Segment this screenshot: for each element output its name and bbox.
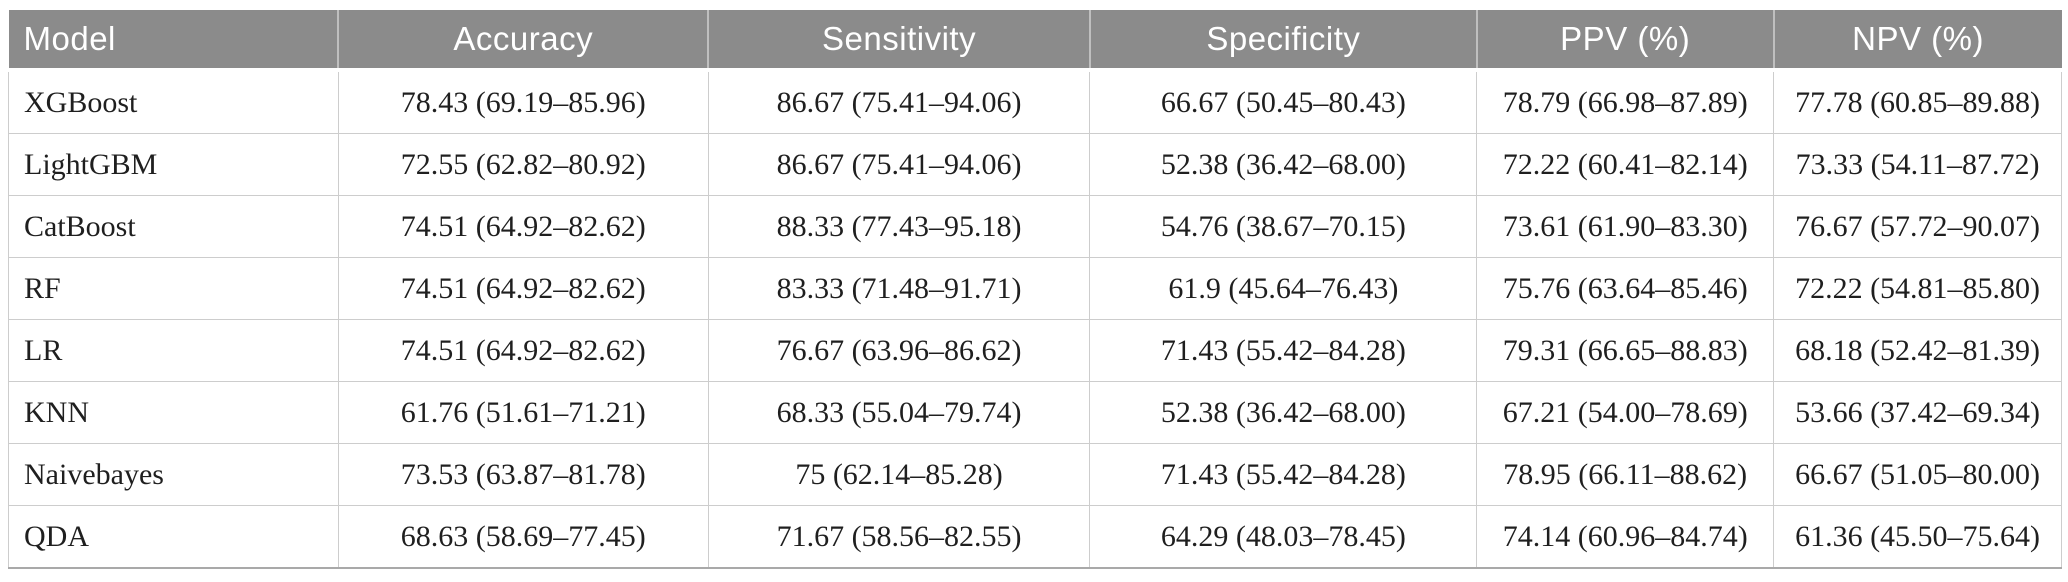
cell-model: KNN [8, 381, 339, 444]
cell-ppv: 78.79 (66.98–87.89) [1476, 69, 1775, 134]
table-row: CatBoost 74.51 (64.92–82.62) 88.33 (77.4… [8, 195, 2062, 258]
cell-model: QDA [8, 505, 339, 569]
column-header-model: Model [8, 10, 339, 72]
cell-sensitivity: 86.67 (75.41–94.06) [707, 69, 1091, 134]
cell-sensitivity: 68.33 (55.04–79.74) [707, 381, 1091, 444]
cell-specificity: 54.76 (38.67–70.15) [1089, 195, 1478, 258]
cell-model: XGBoost [8, 69, 339, 134]
cell-ppv: 75.76 (63.64–85.46) [1476, 257, 1775, 320]
header-row: Model Accuracy Sensitivity Specificity P… [8, 10, 2062, 72]
cell-specificity: 71.43 (55.42–84.28) [1089, 319, 1478, 382]
cell-ppv: 79.31 (66.65–88.83) [1476, 319, 1775, 382]
cell-npv: 66.67 (51.05–80.00) [1773, 443, 2062, 506]
column-header-sensitivity: Sensitivity [707, 10, 1090, 72]
column-header-ppv: PPV (%) [1475, 10, 1774, 72]
cell-npv: 72.22 (54.81–85.80) [1773, 257, 2062, 320]
cell-sensitivity: 88.33 (77.43–95.18) [707, 195, 1091, 258]
cell-accuracy: 74.51 (64.92–82.62) [337, 257, 709, 320]
cell-accuracy: 78.43 (69.19–85.96) [337, 69, 709, 134]
cell-sensitivity: 86.67 (75.41–94.06) [707, 133, 1091, 196]
cell-model: LightGBM [8, 133, 339, 196]
cell-model: RF [8, 257, 339, 320]
table-row: QDA 68.63 (58.69–77.45) 71.67 (58.56–82.… [8, 505, 2062, 569]
cell-specificity: 66.67 (50.45–80.43) [1089, 69, 1478, 134]
cell-sensitivity: 71.67 (58.56–82.55) [707, 505, 1091, 569]
table-row: LightGBM 72.55 (62.82–80.92) 86.67 (75.4… [8, 133, 2062, 196]
cell-specificity: 71.43 (55.42–84.28) [1089, 443, 1478, 506]
column-header-npv: NPV (%) [1772, 10, 2062, 72]
cell-specificity: 52.38 (36.42–68.00) [1089, 133, 1478, 196]
cell-model: CatBoost [8, 195, 339, 258]
table-row: RF 74.51 (64.92–82.62) 83.33 (71.48–91.7… [8, 257, 2062, 320]
cell-accuracy: 61.76 (51.61–71.21) [337, 381, 709, 444]
table-row: Naivebayes 73.53 (63.87–81.78) 75 (62.14… [8, 443, 2062, 506]
cell-ppv: 73.61 (61.90–83.30) [1476, 195, 1775, 258]
cell-model: LR [8, 319, 339, 382]
cell-accuracy: 73.53 (63.87–81.78) [337, 443, 709, 506]
table-row: KNN 61.76 (51.61–71.21) 68.33 (55.04–79.… [8, 381, 2062, 444]
cell-sensitivity: 83.33 (71.48–91.71) [707, 257, 1091, 320]
cell-npv: 53.66 (37.42–69.34) [1773, 381, 2062, 444]
cell-npv: 68.18 (52.42–81.39) [1773, 319, 2062, 382]
cell-accuracy: 74.51 (64.92–82.62) [337, 195, 709, 258]
cell-ppv: 67.21 (54.00–78.69) [1476, 381, 1775, 444]
cell-sensitivity: 75 (62.14–85.28) [707, 443, 1091, 506]
cell-sensitivity: 76.67 (63.96–86.62) [707, 319, 1091, 382]
cell-ppv: 72.22 (60.41–82.14) [1476, 133, 1775, 196]
model-performance-table: Model Accuracy Sensitivity Specificity P… [8, 10, 2062, 569]
cell-npv: 76.67 (57.72–90.07) [1773, 195, 2062, 258]
cell-specificity: 52.38 (36.42–68.00) [1089, 381, 1478, 444]
column-header-accuracy: Accuracy [337, 10, 709, 72]
cell-ppv: 78.95 (66.11–88.62) [1476, 443, 1775, 506]
cell-accuracy: 72.55 (62.82–80.92) [337, 133, 709, 196]
cell-npv: 73.33 (54.11–87.72) [1773, 133, 2062, 196]
cell-npv: 77.78 (60.85–89.88) [1773, 69, 2062, 134]
cell-npv: 61.36 (45.50–75.64) [1773, 505, 2062, 569]
table-row: XGBoost 78.43 (69.19–85.96) 86.67 (75.41… [8, 69, 2062, 134]
column-header-specificity: Specificity [1088, 10, 1477, 72]
table-row: LR 74.51 (64.92–82.62) 76.67 (63.96–86.6… [8, 319, 2062, 382]
cell-specificity: 61.9 (45.64–76.43) [1089, 257, 1478, 320]
cell-accuracy: 68.63 (58.69–77.45) [337, 505, 709, 569]
cell-specificity: 64.29 (48.03–78.45) [1089, 505, 1478, 569]
cell-model: Naivebayes [8, 443, 339, 506]
cell-ppv: 74.14 (60.96–84.74) [1476, 505, 1775, 569]
cell-accuracy: 74.51 (64.92–82.62) [337, 319, 709, 382]
